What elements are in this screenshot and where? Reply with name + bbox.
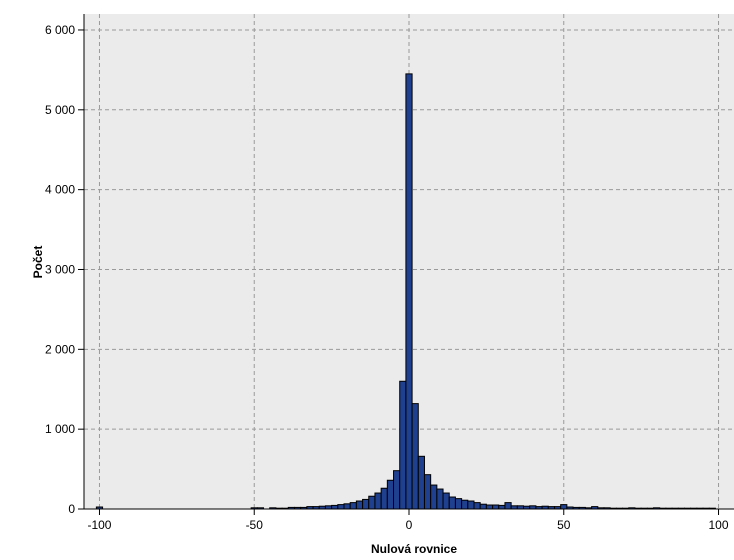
y-tick-label: 4 000	[45, 183, 75, 197]
histogram-bar	[417, 455, 425, 510]
histogram-bar	[399, 380, 407, 510]
histogram-bar	[479, 503, 487, 510]
x-tick-label: 100	[709, 518, 729, 532]
y-tick-label: 3 000	[45, 262, 75, 276]
x-tick-label: 50	[557, 518, 571, 532]
histogram-bar	[485, 504, 494, 510]
histogram-bar	[386, 479, 395, 510]
histogram-bar	[411, 403, 419, 510]
histogram-bar	[343, 503, 351, 510]
y-tick-label: 1 000	[45, 422, 75, 436]
histogram-bar	[461, 499, 469, 510]
histogram-bar	[423, 474, 432, 510]
histogram-bar	[380, 487, 388, 510]
y-tick-label: 6 000	[45, 23, 75, 37]
histogram-bar	[492, 504, 500, 510]
histogram-bar	[368, 495, 376, 510]
histogram-bar	[560, 504, 568, 510]
histogram-bar	[436, 488, 444, 510]
histogram-bar	[504, 502, 512, 510]
histogram-bar	[448, 496, 456, 510]
histogram-bar	[473, 502, 481, 510]
histogram-bar	[355, 500, 364, 510]
y-axis-title: Počet	[31, 246, 45, 279]
x-tick-label: 0	[406, 518, 413, 532]
y-tick-label: 2 000	[45, 342, 75, 356]
histogram-bar	[362, 498, 370, 510]
histogram-bar	[331, 504, 339, 510]
x-tick-label: -100	[87, 518, 111, 532]
x-tick-label: -50	[246, 518, 264, 532]
histogram-bar	[374, 492, 382, 510]
histogram-bar	[498, 504, 506, 510]
histogram-bar	[337, 504, 345, 510]
histogram-bar	[454, 498, 463, 510]
histogram-bar	[393, 470, 401, 510]
x-axis-title: Nulová rovnice	[371, 542, 457, 556]
histogram-bar	[430, 484, 438, 510]
histogram-bar	[442, 492, 450, 510]
histogram-bar	[405, 73, 413, 510]
histogram-bar	[467, 500, 475, 510]
histogram-bar	[349, 502, 357, 510]
y-tick-label: 0	[68, 502, 75, 516]
y-tick-label: 5 000	[45, 103, 75, 117]
axes-layer	[78, 14, 734, 515]
labels-layer: 0 1 000 2 000 3 000 4 000 5 000 6 000 -100 -50 0 5…	[45, 23, 729, 532]
